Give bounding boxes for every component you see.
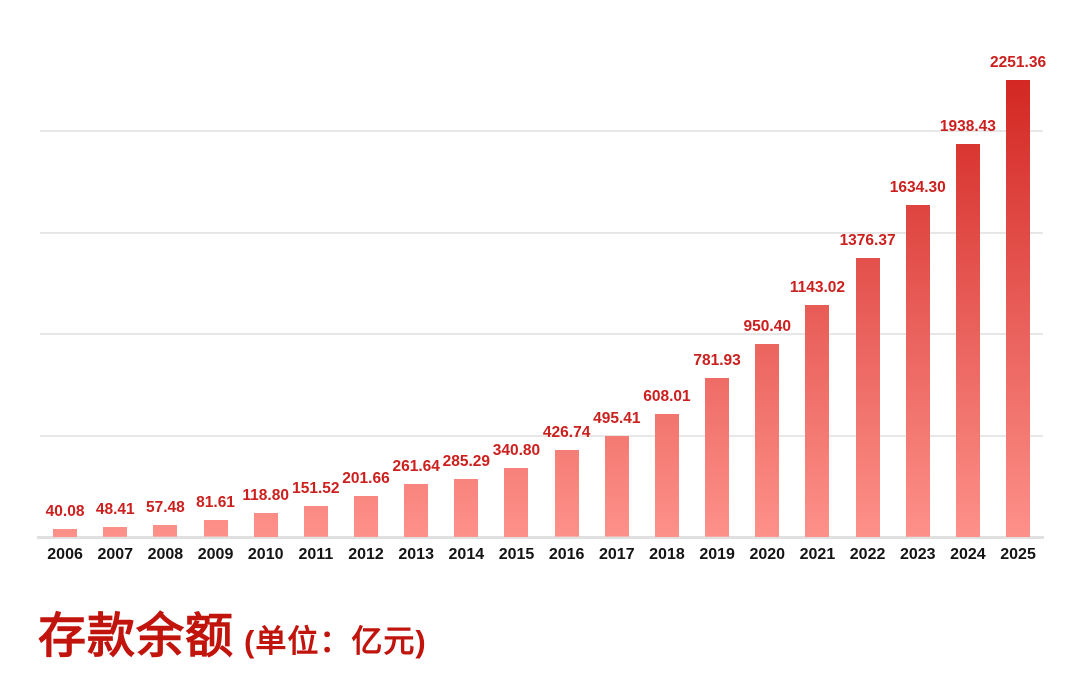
bar-value-label: 1143.02 xyxy=(789,278,846,296)
x-axis-label: 2010 xyxy=(247,546,284,563)
bar-column: 285.29 xyxy=(441,453,491,537)
bar-column: 608.01 xyxy=(642,388,692,537)
bar-column: 1376.37 xyxy=(839,231,896,537)
bar[interactable] xyxy=(554,450,579,537)
bar-column: 40.08 xyxy=(40,503,90,537)
bar-value-label: 495.41 xyxy=(593,410,641,428)
x-axis-label: 2007 xyxy=(97,546,134,563)
x-axis-line xyxy=(37,536,1044,539)
bar-value-label: 1938.43 xyxy=(939,117,996,135)
bar-value-label: 285.29 xyxy=(442,453,491,471)
bar[interactable] xyxy=(705,378,730,537)
x-axis-label: 2006 xyxy=(47,546,83,563)
x-axis-label: 2020 xyxy=(749,546,786,563)
x-axis-label: 2018 xyxy=(649,546,685,563)
bars-row: 40.08 48.41 57.48 81.61 118.80 151.52 201.66 26… xyxy=(40,36,1047,537)
bar-value-label: 118.80 xyxy=(242,486,289,504)
x-axis-label: 2025 xyxy=(1000,546,1036,563)
x-axis-label: 2019 xyxy=(699,546,735,563)
x-axis-label: 2008 xyxy=(147,546,184,563)
bar-value-label: 81.61 xyxy=(196,494,235,512)
bar-column: 2251.36 xyxy=(990,53,1047,537)
bar-value-label: 151.52 xyxy=(292,480,340,498)
bar[interactable] xyxy=(103,527,128,537)
bar[interactable] xyxy=(604,436,629,537)
bar-value-label: 340.80 xyxy=(492,441,541,459)
bar-value-label: 57.48 xyxy=(145,499,185,517)
x-axis-labels-row: 2006 2007 2008 2009 2010 2011 2012 2013 2014 2015… xyxy=(40,546,1043,564)
bar-value-label: 781.93 xyxy=(693,352,741,370)
x-axis-label: 2016 xyxy=(548,546,585,563)
x-axis-label: 2017 xyxy=(599,546,635,563)
x-axis-label: 2024 xyxy=(950,546,986,563)
bar-value-label: 1376.37 xyxy=(839,231,896,249)
x-axis-label: 2014 xyxy=(448,546,485,563)
bar[interactable] xyxy=(905,205,930,537)
chart-title-block: 存款余额 (单位：亿元) xyxy=(38,596,427,666)
x-axis-label: 2011 xyxy=(298,546,334,563)
gridline xyxy=(40,130,1043,133)
bar[interactable] xyxy=(303,506,328,537)
bar-column: 781.93 xyxy=(692,352,742,537)
x-axis-label: 2012 xyxy=(348,546,384,563)
bar-column: 118.80 xyxy=(241,487,291,537)
x-axis-label: 2021 xyxy=(799,546,836,563)
bar[interactable] xyxy=(153,525,178,537)
bar-value-label: 2251.36 xyxy=(990,53,1047,71)
x-axis-label: 2023 xyxy=(899,546,936,563)
bar[interactable] xyxy=(654,413,679,537)
gridline xyxy=(40,333,1043,336)
bar-column: 48.41 xyxy=(90,501,140,537)
bar-value-label: 426.74 xyxy=(542,424,591,442)
bar[interactable] xyxy=(253,512,278,537)
bar-column: 1143.02 xyxy=(789,278,846,537)
x-axis-label: 2009 xyxy=(197,546,234,563)
bar-value-label: 261.64 xyxy=(392,457,440,475)
bar[interactable] xyxy=(755,344,780,537)
bar-column: 1634.30 xyxy=(889,179,946,537)
x-axis-label: 2015 xyxy=(498,546,535,563)
bar[interactable] xyxy=(354,496,379,537)
bar-column: 950.40 xyxy=(742,318,792,537)
plot-area: 40.08 48.41 57.48 81.61 118.80 151.52 201.66 26… xyxy=(37,36,1047,539)
bar-value-label: 201.66 xyxy=(342,470,390,488)
bar-value-label: 40.08 xyxy=(45,502,85,520)
bar[interactable] xyxy=(805,304,830,537)
bar-column: 201.66 xyxy=(341,470,391,537)
x-axis-label: 2022 xyxy=(849,546,886,563)
x-axis-label: 2013 xyxy=(398,546,434,563)
gridline xyxy=(40,231,1043,234)
bar-value-label: 1634.30 xyxy=(889,179,946,197)
bar-column: 495.41 xyxy=(592,410,642,537)
bar[interactable] xyxy=(404,483,429,537)
bar-column: 340.80 xyxy=(491,442,541,537)
chart-title: 存款余额 xyxy=(38,610,235,663)
bar-column: 426.74 xyxy=(542,424,592,537)
bar-column: 261.64 xyxy=(391,458,441,537)
bar-column: 81.61 xyxy=(190,494,240,537)
bar-column: 57.48 xyxy=(140,499,190,537)
chart-unit-label: (单位：亿元) xyxy=(244,624,427,659)
bar[interactable] xyxy=(53,528,78,537)
gridline xyxy=(40,434,1043,437)
bar[interactable] xyxy=(454,479,479,537)
bar-column: 1938.43 xyxy=(939,117,996,537)
bar[interactable] xyxy=(855,257,880,537)
bar[interactable] xyxy=(955,143,980,537)
bar-value-label: 608.01 xyxy=(643,387,691,405)
bar-value-label: 950.40 xyxy=(743,318,791,336)
bar[interactable] xyxy=(203,520,228,537)
bar[interactable] xyxy=(1006,79,1031,537)
bar-value-label: 48.41 xyxy=(95,501,135,519)
bar-column: 151.52 xyxy=(291,480,341,537)
bar[interactable] xyxy=(504,467,529,537)
